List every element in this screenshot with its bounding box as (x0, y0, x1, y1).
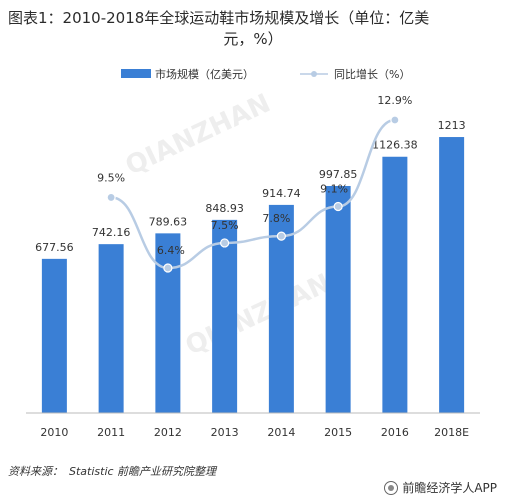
growth-point-2012 (163, 263, 173, 273)
source-text: Statistic 前瞻产业研究院整理 (69, 465, 217, 478)
x-tick-2012: 2012 (154, 426, 182, 439)
growth-point-2011 (106, 192, 116, 203)
growth-point-2016 (390, 115, 400, 125)
x-tick-2013: 2013 (211, 426, 239, 439)
bar-2016 (382, 156, 408, 414)
growth-label-2013: 7.5% (211, 219, 239, 232)
x-tick-2014: 2014 (267, 426, 295, 439)
legend-line-marker (311, 71, 317, 77)
source-note: 资料来源： Statistic 前瞻产业研究院整理 (8, 463, 222, 479)
bar-line-chart: 市场规模（亿美元） 同比增长（%） 677.56 742.16 789.63 848.9… (26, 67, 480, 439)
chart-title-line-1: 图表1：2010-2018年全球运动鞋市场规模及增长（单位：亿美 (8, 9, 430, 27)
source-label: 资料来源： (8, 465, 63, 478)
bar-2013 (212, 219, 238, 413)
bar-label-2011: 742.16 (92, 226, 131, 239)
growth-label-2016: 12.9% (377, 94, 412, 107)
legend-bar-swatch (121, 69, 151, 78)
bar-label-2015: 997.85 (319, 168, 358, 181)
legend-bar-label: 市场规模（亿美元） (155, 67, 254, 81)
bar-2012 (155, 233, 181, 413)
x-tick-2016: 2016 (381, 426, 409, 439)
growth-label-2012: 6.4% (157, 244, 185, 257)
bar-label-2018E: 1213 (438, 119, 466, 132)
bar-label-2014: 914.74 (262, 187, 301, 200)
growth-line-path (110, 118, 396, 270)
x-tick-2015: 2015 (324, 426, 352, 439)
bar-label-2010: 677.56 (35, 241, 74, 254)
x-tick-labels: 2010 2011 2012 2013 2014 2015 2016 2018E (40, 426, 469, 439)
growth-label-2015: 9.1% (320, 183, 348, 196)
bar-2015 (325, 185, 351, 413)
growth-point-2015 (333, 201, 343, 212)
bar-labels: 677.56 742.16 789.63 848.93 914.74 997.85 1126… (35, 119, 466, 254)
bar-2010 (41, 258, 67, 413)
brand: 前瞻经济学人APP (384, 479, 497, 496)
growth-point-2013 (220, 238, 230, 248)
legend-line-label: 同比增长（%） (334, 67, 410, 81)
growth-line: 9.5% 6.4% 7.5% 7.8% 9.1% 12.9% (97, 94, 412, 273)
growth-point-2014 (276, 231, 286, 241)
growth-label-2011: 9.5% (97, 171, 125, 184)
legend: 市场规模（亿美元） 同比增长（%） (121, 67, 410, 81)
bar-2018E (439, 137, 465, 414)
x-tick-2018E: 2018E (434, 426, 469, 439)
x-tick-2010: 2010 (40, 426, 68, 439)
chart-title-line-2: 元，%） (223, 30, 283, 48)
x-tick-2011: 2011 (97, 426, 125, 439)
bar-2011 (98, 244, 124, 413)
chart-title: 图表1：2010-2018年全球运动鞋市场规模及增长（单位：亿美 元，%） (8, 8, 498, 50)
brand-name: 前瞻经济学人APP (402, 481, 497, 495)
bar-label-2012: 789.63 (149, 215, 188, 228)
brand-logo-icon (384, 480, 399, 495)
growth-label-2014: 7.8% (262, 212, 290, 225)
bar-label-2013: 848.93 (205, 202, 244, 215)
bar-label-2016: 1126.38 (372, 139, 418, 152)
